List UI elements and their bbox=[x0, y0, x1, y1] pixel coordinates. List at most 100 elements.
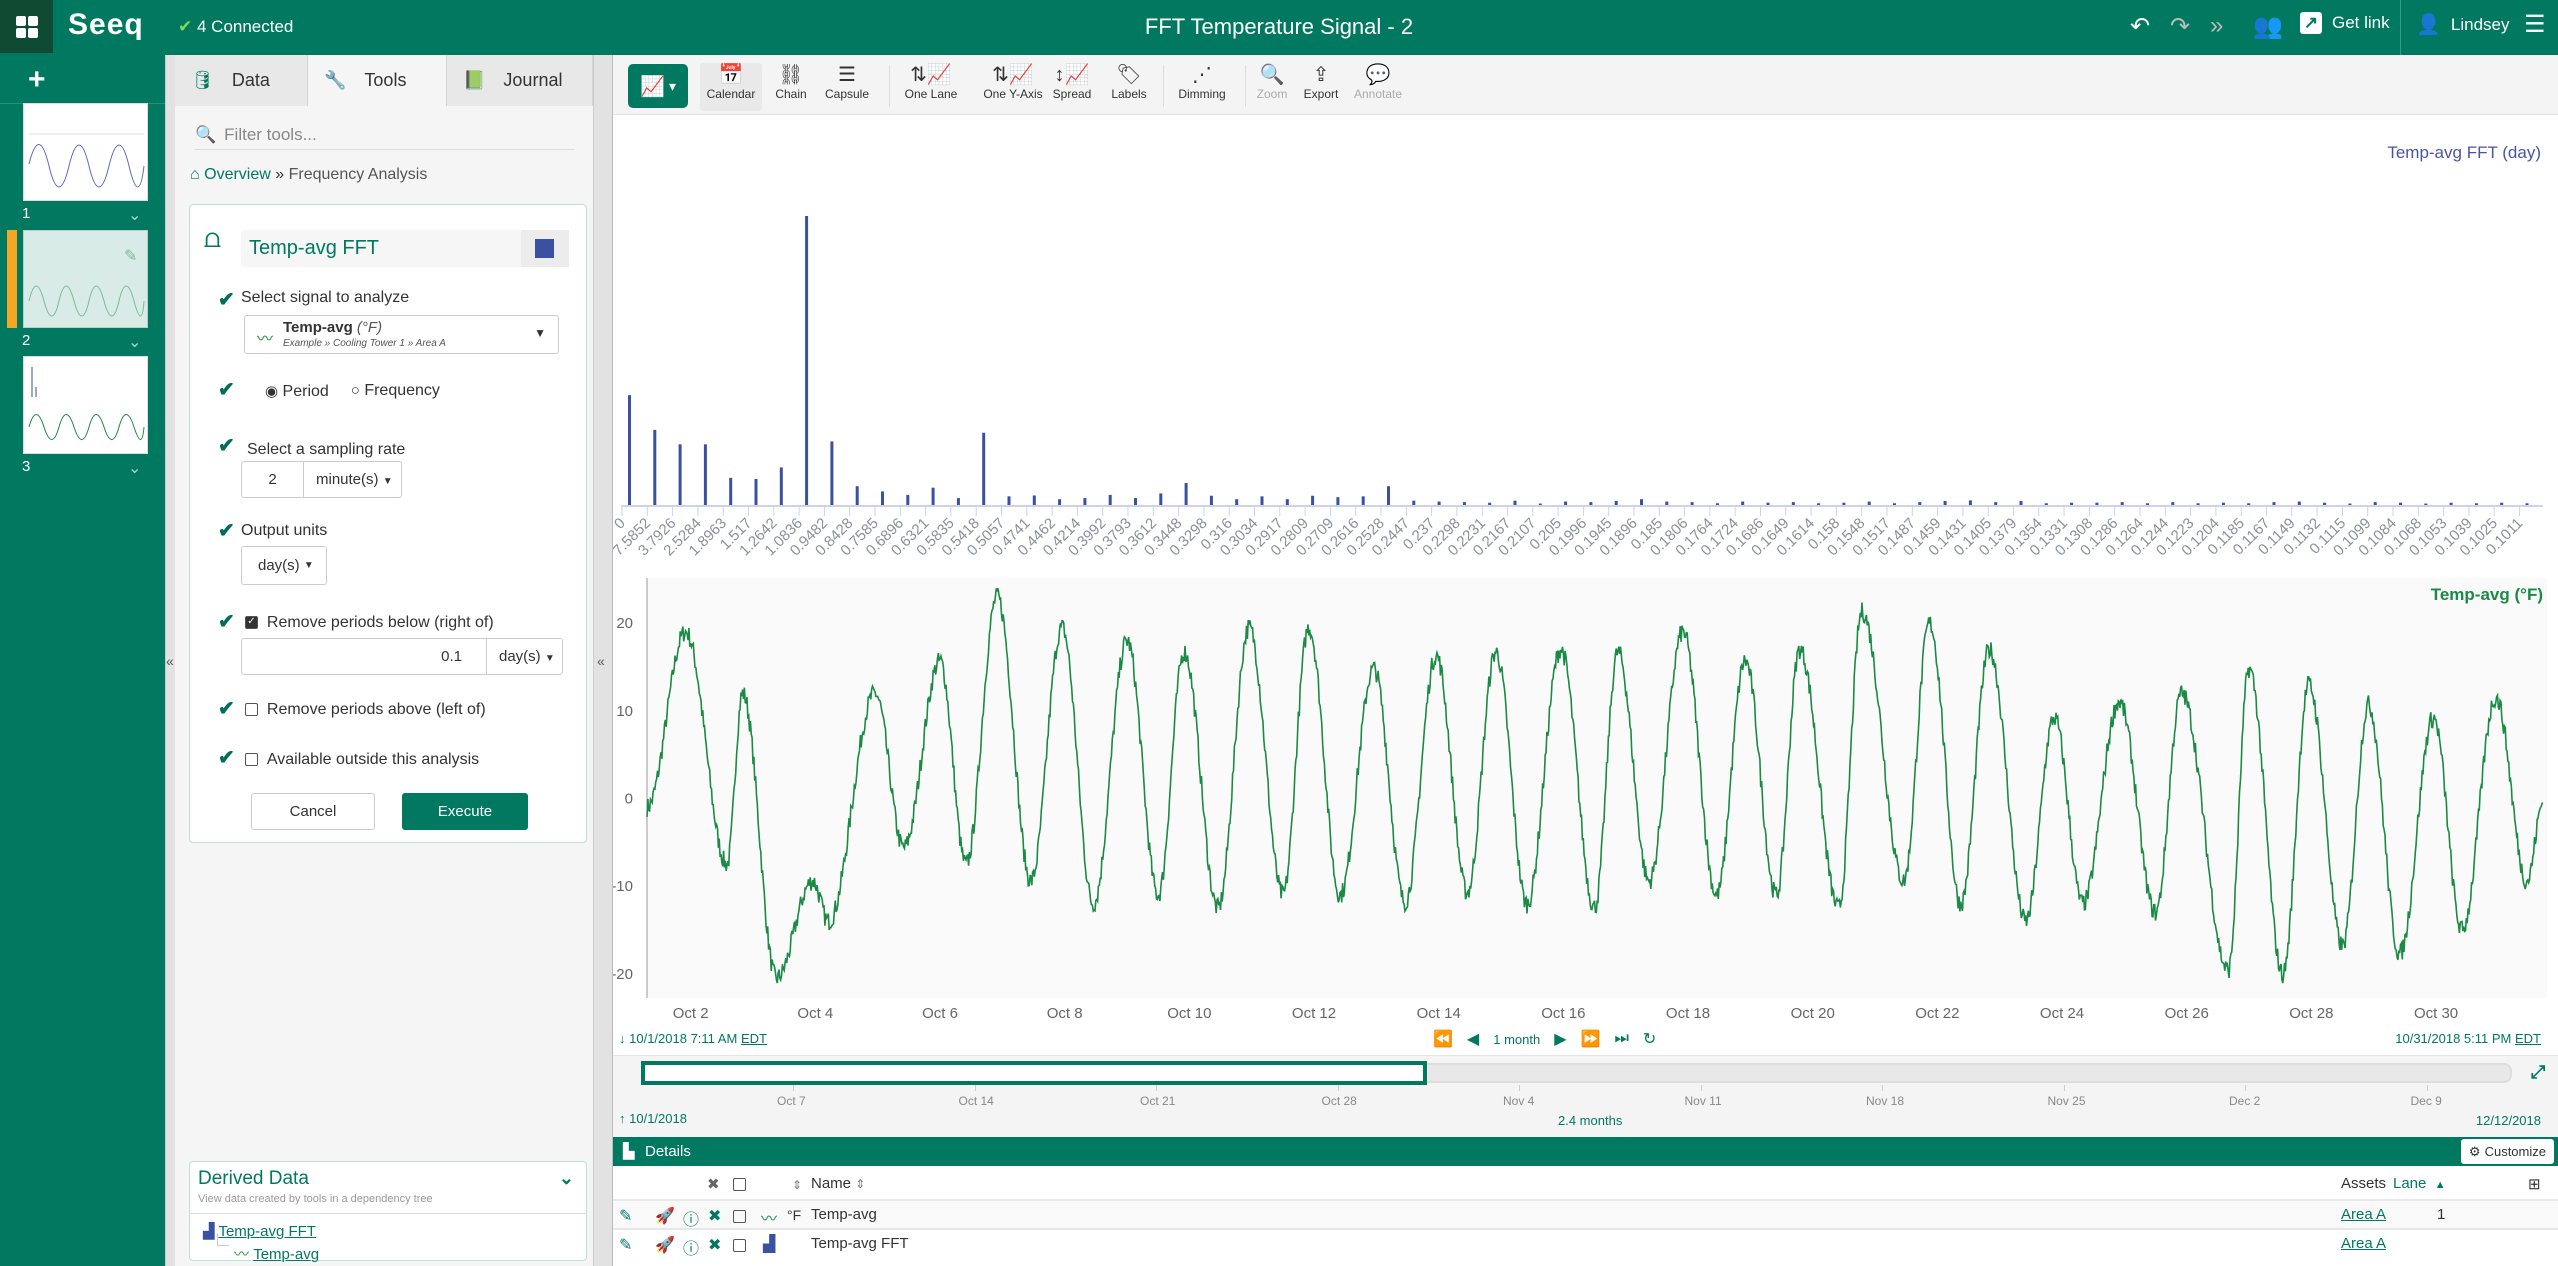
tab-tools[interactable]: 🔧 Tools bbox=[308, 55, 447, 106]
rocket-icon[interactable]: 🚀 bbox=[655, 1237, 675, 1254]
edit-icon[interactable]: ✎ bbox=[619, 1208, 633, 1225]
details-panel-header[interactable]: ▙ Details ⚙ Customize bbox=[613, 1137, 2558, 1166]
available-outside-checkbox[interactable]: Available outside this analysis bbox=[245, 751, 479, 769]
row-checkbox[interactable] bbox=[733, 1237, 746, 1255]
apps-grid-button[interactable] bbox=[0, 0, 53, 53]
radio-period[interactable]: ◉ Period bbox=[265, 382, 329, 401]
radio-frequency[interactable]: ○ Frequency bbox=[351, 382, 440, 401]
user-menu[interactable]: 👤 Lindsey bbox=[2416, 12, 2510, 37]
investigate-start[interactable]: ↑ 10/1/2018 bbox=[619, 1111, 687, 1126]
tool-name-input[interactable]: Temp-avg FFT bbox=[241, 230, 569, 267]
chevron-down-icon[interactable]: ⌄ bbox=[558, 1168, 574, 1188]
investigate-start-value[interactable]: 10/1/2018 bbox=[629, 1111, 687, 1126]
step-forward-full-icon[interactable]: ⏩ bbox=[1580, 1031, 1601, 1048]
add-column-icon[interactable]: ⊞ bbox=[2528, 1176, 2541, 1193]
column-header-lane[interactable]: Lane ▲ bbox=[2393, 1175, 2446, 1192]
column-header-assets[interactable]: Assets bbox=[2341, 1175, 2387, 1192]
range-slider-selection[interactable] bbox=[641, 1061, 1427, 1085]
display-end[interactable]: 10/31/2018 5:11 PM EDT bbox=[2395, 1031, 2541, 1046]
connection-status[interactable]: ✔ 4 Connected bbox=[178, 17, 293, 37]
step-back-full-icon[interactable]: ⏪ bbox=[1433, 1031, 1453, 1048]
display-start[interactable]: ↓ 10/1/2018 7:11 AM EDT bbox=[619, 1031, 767, 1046]
trend-charts[interactable]: Temp-avg FFT (day) 07.58523.79262.52841.… bbox=[613, 116, 2558, 1026]
derived-item-signal[interactable]: 〰 Temp-avg bbox=[234, 1243, 319, 1264]
row-asset-link[interactable]: Area A bbox=[2341, 1235, 2387, 1252]
calendar-button[interactable]: 📅 Calendar bbox=[700, 63, 762, 111]
remove-above-checkbox[interactable]: Remove periods above (left of) bbox=[245, 701, 486, 719]
timezone-link[interactable]: EDT bbox=[2515, 1031, 2541, 1046]
select-all-checkbox[interactable] bbox=[733, 1175, 746, 1192]
worksheet-thumbnail-3[interactable] bbox=[23, 356, 148, 454]
worksheet-thumbnail-2[interactable]: ✎ bbox=[23, 230, 148, 328]
investigate-end-value[interactable]: 12/12/2018 bbox=[2475, 1113, 2541, 1128]
collapse-left-icon[interactable]: « bbox=[166, 653, 174, 669]
cancel-button[interactable]: Cancel bbox=[251, 793, 375, 830]
signal-select[interactable]: 〰 Temp-avg (°F) Example » Cooling Tower … bbox=[244, 315, 559, 354]
refresh-icon[interactable]: ↻ bbox=[1642, 1031, 1657, 1048]
output-units-select[interactable]: day(s) ▼ bbox=[241, 546, 327, 585]
tab-data[interactable]: 🛢 Data bbox=[175, 55, 308, 106]
redo-icon[interactable]: ↷ bbox=[2170, 13, 2191, 40]
chevron-down-icon[interactable]: ⌄ bbox=[128, 207, 142, 224]
labels-button[interactable]: 🏷 Labels bbox=[1098, 63, 1160, 111]
sampling-unit-select[interactable]: minute(s) ▼ bbox=[304, 471, 393, 488]
row-asset-link[interactable]: Area A bbox=[2341, 1206, 2387, 1223]
one-y-axis-button[interactable]: ⇅📈 One Y-Axis bbox=[982, 63, 1044, 111]
chain-button[interactable]: ⛓ Chain bbox=[760, 63, 822, 111]
dimming-button[interactable]: ⋰ Dimming bbox=[1171, 63, 1233, 111]
view-selector-button[interactable]: 📈 ▾ bbox=[628, 64, 688, 108]
remove-all-icon[interactable]: ✖ bbox=[707, 1176, 720, 1193]
derived-item-label[interactable]: Temp-avg bbox=[253, 1246, 320, 1263]
annotate-button[interactable]: 💬 Annotate bbox=[1347, 63, 1409, 111]
derived-item-fft[interactable]: ▟ Temp-avg FFT bbox=[203, 1222, 316, 1240]
redo-all-icon[interactable]: » bbox=[2210, 12, 2224, 39]
remove-below-input[interactable]: 0.1 bbox=[242, 639, 487, 674]
step-back-icon[interactable]: ◀ bbox=[1466, 1031, 1480, 1048]
remove-below-checkbox[interactable]: ✓ Remove periods below (right of) bbox=[245, 614, 494, 632]
skip-to-end-icon[interactable]: ⏭ bbox=[1614, 1030, 1629, 1047]
info-icon[interactable]: ⓘ bbox=[683, 1241, 700, 1258]
execute-button[interactable]: Execute bbox=[402, 793, 528, 830]
customize-button[interactable]: ⚙ Customize bbox=[2460, 1139, 2554, 1164]
info-icon[interactable]: ⓘ bbox=[683, 1212, 700, 1229]
get-link-button[interactable]: ↗ Get link bbox=[2300, 12, 2390, 34]
zoom-button[interactable]: 🔍 Zoom bbox=[1241, 63, 1303, 111]
table-row[interactable]: ✎ 🚀 ⓘ ✖ 〰 °F Temp-avg Area A 1 bbox=[613, 1199, 2558, 1229]
capsule-button[interactable]: ☰ Capsule bbox=[816, 63, 878, 111]
sort-icon[interactable]: ⇕ bbox=[792, 1178, 803, 1192]
column-header-name[interactable]: Name ⇕ bbox=[811, 1175, 865, 1192]
chevron-down-icon[interactable]: ⌄ bbox=[128, 460, 142, 477]
rocket-icon[interactable]: 🚀 bbox=[655, 1208, 675, 1225]
display-end-value[interactable]: 10/31/2018 5:11 PM bbox=[2395, 1031, 2512, 1046]
chevron-down-icon[interactable]: ⌄ bbox=[128, 334, 142, 351]
display-start-value[interactable]: 10/1/2018 7:11 AM bbox=[629, 1031, 738, 1046]
row-checkbox[interactable] bbox=[733, 1208, 746, 1226]
derived-item-label[interactable]: Temp-avg FFT bbox=[218, 1223, 316, 1240]
timezone-link[interactable]: EDT bbox=[740, 1031, 767, 1046]
spread-button[interactable]: ↕📈 Spread bbox=[1041, 63, 1103, 111]
worksheet-thumbnail-1[interactable] bbox=[23, 103, 148, 201]
remove-below-unit-select[interactable]: day(s) ▼ bbox=[487, 648, 555, 665]
table-row[interactable]: ✎ 🚀 ⓘ ✖ ▟ Temp-avg FFT Area A bbox=[613, 1228, 2558, 1258]
color-picker[interactable] bbox=[521, 230, 569, 267]
add-worksheet-icon[interactable]: + bbox=[28, 63, 46, 96]
expand-range-icon[interactable]: ⤢ bbox=[2531, 1062, 2546, 1082]
users-icon[interactable]: 👥 bbox=[2253, 13, 2283, 40]
breadcrumb-overview[interactable]: Overview bbox=[204, 166, 271, 183]
sampling-rate-input[interactable]: 2 bbox=[242, 462, 304, 497]
sidebar-collapse-handle[interactable]: « bbox=[165, 55, 175, 1266]
undo-icon[interactable]: ↶ bbox=[2130, 13, 2151, 40]
tab-journal[interactable]: 📗 Journal bbox=[447, 55, 593, 106]
panel-collapse-handle[interactable]: « bbox=[593, 55, 613, 1266]
step-forward-icon[interactable]: ▶ bbox=[1554, 1031, 1567, 1048]
one-lane-button[interactable]: ⇅📈 One Lane bbox=[900, 63, 962, 111]
investigate-duration[interactable]: 2.4 months bbox=[1558, 1113, 1623, 1128]
remove-icon[interactable]: ✖ bbox=[708, 1208, 722, 1225]
collapse-left-icon[interactable]: « bbox=[597, 653, 605, 669]
remove-icon[interactable]: ✖ bbox=[708, 1237, 722, 1254]
display-duration[interactable]: 1 month bbox=[1493, 1031, 1541, 1047]
filter-tools-input[interactable]: 🔍 Filter tools... bbox=[195, 120, 575, 150]
home-icon[interactable]: ⌂ bbox=[190, 166, 200, 183]
edit-icon[interactable]: ✎ bbox=[619, 1237, 633, 1254]
export-button[interactable]: ⇪ Export bbox=[1290, 63, 1352, 111]
